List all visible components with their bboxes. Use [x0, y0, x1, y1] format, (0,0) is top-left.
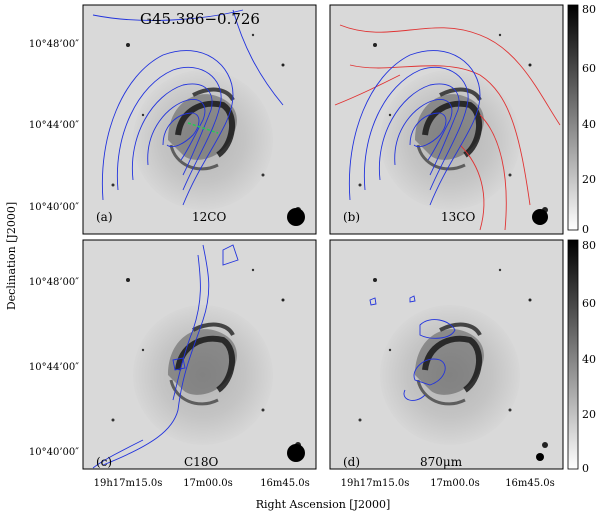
cbar-bottom-40: 40: [582, 353, 596, 366]
panel-b: [330, 5, 563, 234]
panel-d-letter: (d): [343, 455, 360, 469]
ra-tick-d-2: 17m00.0s: [430, 478, 480, 489]
y-axis-title: Declination [J2000]: [5, 202, 18, 310]
colorbar-top: [567, 4, 579, 231]
panel-c-frame: [82, 239, 317, 470]
panel-c: [83, 240, 316, 469]
panel-d-beam: [536, 453, 544, 461]
panel-a-12co-contours: [92, 9, 284, 206]
cbar-top-0: 0: [582, 223, 589, 236]
panel-a-beam: [287, 208, 305, 226]
panel-b-12co-blue-contours: [348, 50, 481, 206]
panel-c-tracer: C18O: [184, 455, 218, 469]
dec-tick-top-40: 10°40’00″: [29, 202, 79, 213]
dec-tick-bottom-48: 10°48’00″: [29, 277, 79, 288]
x-axis-title: Right Ascension [J2000]: [256, 498, 391, 511]
cbar-top-40: 40: [582, 118, 596, 131]
cbar-top-20: 20: [582, 173, 596, 186]
panel-b-letter: (b): [343, 210, 360, 224]
panel-b-13co-red-contours: [334, 24, 561, 231]
panel-b-image: [330, 5, 563, 234]
dec-tick-top-48: 10°48’00″: [29, 39, 79, 50]
cbar-bottom-20: 20: [582, 408, 596, 421]
dec-tick-bottom-40: 10°40’00″: [29, 447, 79, 458]
panel-b-tracer: 13CO: [441, 210, 475, 224]
ra-tick-c-3: 16m45.0s: [260, 478, 310, 489]
source-name: G45.386−0.726: [140, 10, 260, 28]
panel-d-frame: [329, 239, 564, 470]
colorbar-bottom: [567, 239, 579, 470]
panel-d-870um-contours: [369, 295, 456, 401]
panel-a-tracer: 12CO: [192, 210, 226, 224]
dec-tick-bottom-44: 10°44’00″: [29, 362, 79, 373]
panel-d-image: [330, 240, 563, 469]
panel-d: [330, 240, 563, 469]
panel-d-tracer: 870μm: [420, 455, 463, 469]
ra-tick-d-3: 16m45.0s: [505, 478, 555, 489]
ra-tick-d-1: 19h17m15.0s: [341, 478, 410, 489]
cbar-bottom-80: 80: [582, 239, 596, 252]
cbar-bottom-60: 60: [582, 297, 596, 310]
ra-tick-c-1: 19h17m15.0s: [94, 478, 163, 489]
panel-a: [83, 5, 316, 234]
panel-a-outflow-arrow: [187, 122, 219, 134]
panel-c-c18o-contours: [92, 244, 239, 469]
panel-a-image: [83, 5, 316, 234]
cbar-bottom-0: 0: [582, 462, 589, 475]
panel-c-letter: (c): [96, 455, 112, 469]
panel-b-frame: [329, 4, 564, 235]
panel-a-letter: (a): [96, 210, 113, 224]
cbar-top-80: 80: [582, 3, 596, 16]
panel-b-beam: [532, 209, 548, 225]
panel-a-frame: [82, 4, 317, 235]
ra-tick-c-2: 17m00.0s: [183, 478, 233, 489]
cbar-top-60: 60: [582, 62, 596, 75]
dec-tick-top-44: 10°44’00″: [29, 120, 79, 131]
panel-c-beam: [287, 444, 305, 462]
